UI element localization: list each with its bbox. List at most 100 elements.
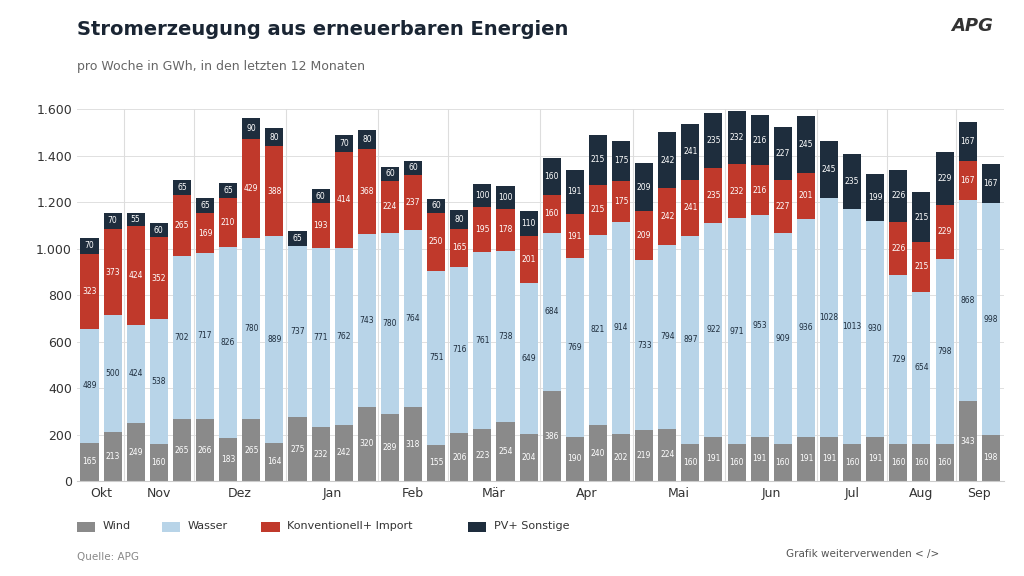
Bar (427, 271, 445, 445)
Text: 414: 414 (337, 195, 351, 204)
Bar (635, 260, 653, 430)
Text: 215: 215 (914, 213, 929, 222)
Bar (589, 425, 607, 481)
Text: 155: 155 (429, 458, 443, 468)
Text: 195: 195 (475, 225, 489, 234)
Bar (890, 275, 907, 444)
Text: 160: 160 (845, 458, 859, 467)
Text: 998: 998 (984, 314, 998, 324)
Text: 240: 240 (591, 449, 605, 457)
Text: 160: 160 (775, 458, 791, 467)
Bar (681, 444, 699, 481)
Bar (612, 434, 630, 481)
Bar (196, 198, 214, 214)
Text: 70: 70 (339, 139, 348, 148)
Text: 209: 209 (637, 231, 651, 240)
Text: Grafik weiterverwenden < />: Grafik weiterverwenden < /> (786, 549, 939, 559)
Bar (958, 122, 977, 161)
Bar (797, 437, 815, 481)
Text: 868: 868 (961, 296, 975, 305)
Bar (681, 236, 699, 444)
Text: 160: 160 (545, 172, 559, 181)
Bar (519, 236, 538, 283)
Text: 275: 275 (290, 445, 305, 453)
Text: 265: 265 (175, 446, 189, 454)
Text: 232: 232 (729, 187, 743, 196)
Bar (751, 215, 769, 437)
Text: 237: 237 (406, 198, 420, 207)
Text: 265: 265 (244, 446, 258, 454)
Bar (843, 154, 861, 209)
Text: 930: 930 (868, 324, 883, 333)
Bar (381, 233, 399, 414)
Bar (658, 132, 676, 188)
Text: 971: 971 (729, 327, 743, 336)
Text: 798: 798 (937, 347, 952, 355)
Text: 110: 110 (521, 219, 536, 228)
Bar (566, 437, 584, 481)
Bar (265, 146, 284, 237)
Bar (127, 214, 144, 226)
Text: 90: 90 (247, 124, 256, 132)
Text: 254: 254 (499, 447, 513, 456)
Bar (150, 319, 168, 444)
Bar (912, 444, 931, 481)
Bar (912, 292, 931, 444)
Text: 191: 191 (567, 232, 582, 241)
Bar (404, 161, 422, 175)
Text: 245: 245 (822, 165, 837, 174)
Bar (958, 161, 977, 200)
Text: 897: 897 (683, 335, 697, 344)
Text: 235: 235 (845, 177, 859, 186)
Bar (404, 175, 422, 230)
Text: 771: 771 (313, 333, 328, 342)
Bar (289, 246, 306, 417)
Text: 733: 733 (637, 340, 651, 350)
Text: 242: 242 (660, 212, 675, 221)
Text: 266: 266 (198, 446, 212, 454)
Bar (103, 431, 122, 481)
Text: 500: 500 (105, 369, 120, 378)
Text: 323: 323 (82, 287, 96, 296)
Bar (589, 234, 607, 425)
Text: 216: 216 (753, 135, 767, 145)
Bar (612, 222, 630, 434)
Bar (311, 427, 330, 481)
Text: 702: 702 (175, 334, 189, 342)
Text: 191: 191 (868, 454, 883, 463)
Text: 165: 165 (452, 243, 467, 252)
Bar (427, 213, 445, 271)
Text: 241: 241 (683, 147, 697, 156)
Bar (866, 221, 885, 437)
Bar (473, 429, 492, 481)
Text: 65: 65 (293, 234, 302, 243)
Text: 242: 242 (660, 156, 675, 165)
Bar (982, 435, 999, 481)
Bar (774, 180, 792, 233)
Bar (866, 437, 885, 481)
Text: Stromerzeugung aus erneuerbaren Energien: Stromerzeugung aus erneuerbaren Energien (77, 20, 568, 39)
Text: Konventionell+ Import: Konventionell+ Import (287, 521, 413, 532)
Bar (451, 229, 468, 267)
Text: 249: 249 (128, 448, 143, 457)
Text: 80: 80 (362, 135, 372, 144)
Bar (658, 429, 676, 481)
Text: 649: 649 (521, 354, 536, 363)
Bar (473, 184, 492, 207)
Text: 538: 538 (152, 377, 166, 386)
Bar (335, 151, 352, 248)
Text: 1013: 1013 (843, 322, 862, 331)
Bar (589, 135, 607, 185)
Text: 65: 65 (177, 183, 186, 192)
Text: 821: 821 (591, 325, 605, 335)
Bar (681, 180, 699, 236)
Text: 100: 100 (499, 193, 513, 202)
Bar (728, 111, 745, 165)
Text: 191: 191 (799, 454, 813, 463)
Bar (890, 444, 907, 481)
Text: 201: 201 (521, 255, 536, 264)
Text: 794: 794 (659, 332, 675, 341)
Text: 684: 684 (545, 308, 559, 316)
Bar (566, 169, 584, 214)
Text: 65: 65 (223, 186, 233, 195)
